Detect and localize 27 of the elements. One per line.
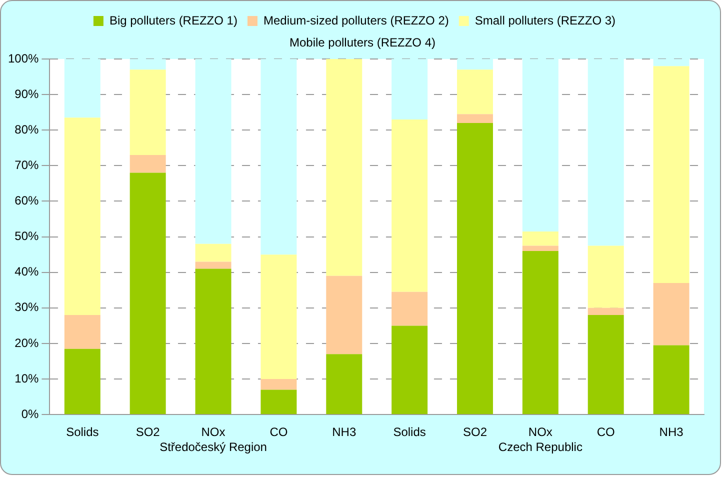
legend-label: Big polluters (REZZO 1) [109, 13, 238, 28]
x-tick-label: NH3 [332, 425, 356, 440]
y-tick-label: 60% [14, 194, 40, 208]
y-tick-label: 30% [14, 300, 40, 314]
y-tick-label: 50% [14, 229, 40, 244]
y-tick-label: 100% [8, 51, 40, 66]
text: Středočeský Region [160, 440, 267, 454]
y-tick-label: 0% [21, 406, 40, 421]
x-tick-label: NOx [201, 425, 226, 440]
series-label: Mobile polluters (REZZO 4) [289, 35, 436, 50]
x-tick-label: CO [596, 425, 615, 440]
y-tick-label: 90% [14, 86, 40, 101]
x-tick-label: NOx [528, 425, 552, 440]
legend-label: Small polluters (REZZO 3) [474, 13, 616, 28]
x-tick-label: Solids [393, 425, 426, 440]
x-tick-label: Solids [66, 425, 99, 440]
x-tick-label: CO [270, 425, 288, 440]
x-tick-label: NH3 [659, 425, 684, 440]
x-tick-label: SO2 [136, 425, 160, 440]
text: Czech Republic [498, 440, 582, 454]
y-tick-label: 70% [14, 158, 40, 172]
legend-label: Medium-sized polluters (REZZO 2) [263, 13, 449, 28]
y-tick-label: 40% [14, 264, 40, 279]
y-tick-label: 20% [14, 336, 40, 350]
y-tick-label: 80% [14, 122, 40, 136]
x-tick-label: SO2 [462, 425, 488, 440]
y-tick-label: 10% [14, 371, 40, 386]
